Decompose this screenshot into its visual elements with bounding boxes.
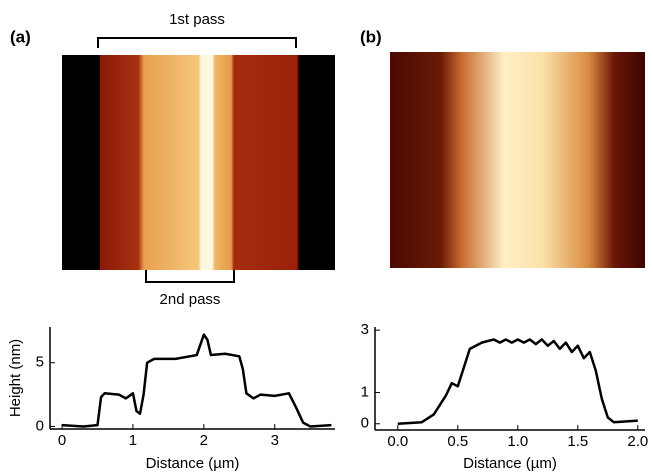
- afm-image-b: [390, 52, 645, 268]
- x-tick-label: 3: [271, 432, 279, 449]
- profile-line: [61, 333, 332, 428]
- x-tick-label: 0.0: [387, 433, 408, 450]
- panel-label: (b): [360, 27, 382, 46]
- x-tick-label: 0.5: [447, 433, 468, 450]
- x-tick-label: 2.0: [627, 433, 648, 450]
- y-tick-label: 0: [36, 417, 44, 434]
- y-tick-label: 0: [361, 415, 369, 432]
- x-axis-label: Distance (µm): [146, 455, 240, 472]
- panel-label: (a): [10, 27, 31, 46]
- annotation: 1st pass: [169, 11, 225, 28]
- x-tick-label: 1.5: [567, 433, 588, 450]
- y-tick-label: 1: [361, 384, 369, 401]
- annotation: 2nd pass: [160, 291, 221, 308]
- bracket: [97, 37, 297, 48]
- y-tick-label: 3: [361, 321, 369, 338]
- x-axis-label: Distance (µm): [463, 455, 557, 472]
- profile-line: [397, 338, 638, 426]
- x-tick-label: 0: [58, 432, 66, 449]
- x-tick-label: 1.0: [507, 433, 528, 450]
- y-axis-label: Height (nm): [7, 339, 24, 417]
- bracket: [145, 270, 235, 283]
- x-tick-label: 2: [200, 432, 208, 449]
- afm-image-a: [62, 55, 335, 270]
- y-tick-label: 5: [36, 354, 44, 371]
- x-tick-label: 1: [129, 432, 137, 449]
